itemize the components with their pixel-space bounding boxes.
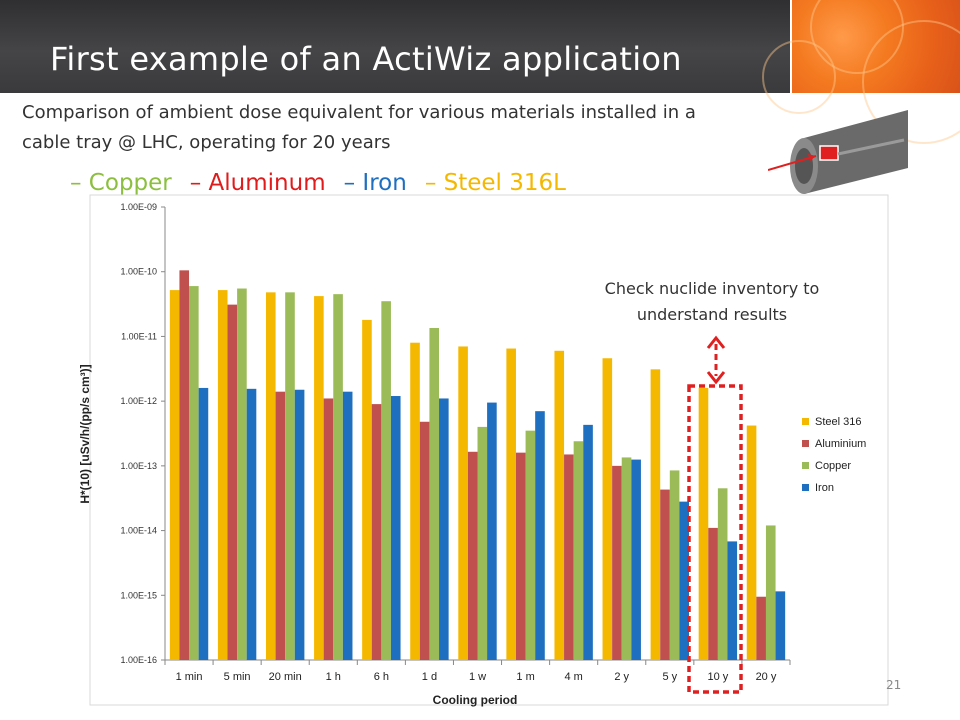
bar-iron bbox=[631, 459, 641, 660]
bar-iron bbox=[679, 501, 690, 660]
bar-aluminium bbox=[564, 454, 574, 660]
bar-iron bbox=[246, 388, 257, 660]
legend-swatch bbox=[802, 484, 809, 491]
bar-copper bbox=[285, 292, 295, 660]
legend-label: Steel 316 bbox=[815, 416, 861, 428]
bar-aluminium bbox=[371, 404, 382, 660]
bar-steel-316 bbox=[169, 290, 180, 660]
bar-copper bbox=[621, 457, 632, 660]
bar-copper bbox=[525, 430, 536, 660]
slide-title: First example of an ActiWiz application bbox=[50, 40, 682, 78]
cable-tray-illustration bbox=[768, 110, 908, 194]
y-axis: 1.00E-16 1.00E-15 1.00E-14 1.00E-13 1.00E-12… bbox=[120, 202, 166, 665]
y-tick-label: 1.00E-10 bbox=[120, 267, 157, 277]
bar-steel-316 bbox=[314, 296, 324, 660]
bar-aluminium bbox=[467, 451, 478, 660]
title-bar: First example of an ActiWiz application bbox=[0, 0, 790, 93]
bar-copper bbox=[381, 301, 391, 660]
x-tick-label: 20 min bbox=[269, 671, 302, 683]
callout-note: Check nuclide inventory to understand re… bbox=[586, 276, 838, 328]
materials-line: – Copper – Aluminum – Iron – Steel 316L bbox=[70, 170, 584, 196]
bar-aluminium bbox=[612, 465, 622, 660]
x-tick-label: 4 m bbox=[564, 671, 582, 683]
legend-swatch bbox=[802, 440, 809, 447]
bar-steel-316 bbox=[746, 425, 757, 660]
bar-copper bbox=[429, 327, 440, 660]
bar-copper bbox=[669, 470, 680, 660]
bar-iron bbox=[727, 541, 738, 660]
bar-iron bbox=[775, 591, 786, 660]
bar-steel-316 bbox=[650, 369, 661, 660]
bar-copper bbox=[765, 525, 776, 660]
bar-iron bbox=[583, 424, 593, 660]
bar-copper bbox=[237, 288, 247, 660]
y-axis-title: H*(10) [uSv/h/(pp/s cm³)] bbox=[78, 364, 92, 503]
bar-aluminium bbox=[323, 398, 334, 660]
material-aluminum: – Aluminum bbox=[189, 170, 326, 196]
bar-steel-316 bbox=[265, 292, 276, 660]
bar-aluminium bbox=[275, 391, 286, 660]
bar-series bbox=[169, 270, 786, 660]
legend-swatch bbox=[802, 462, 809, 469]
bar-steel-316 bbox=[506, 348, 516, 660]
x-tick-label: 5 y bbox=[662, 671, 677, 683]
legend-swatch bbox=[802, 418, 809, 425]
bar-copper bbox=[573, 441, 584, 660]
x-tick-label: 10 y bbox=[707, 671, 728, 683]
bar-steel-316 bbox=[362, 319, 372, 660]
material-iron: – Iron bbox=[343, 170, 407, 196]
legend-label: Copper bbox=[815, 460, 851, 472]
bar-steel-316 bbox=[602, 358, 613, 660]
y-tick-label: 1.00E-12 bbox=[120, 396, 157, 406]
chart-legend: Steel 316 Aluminium Copper Iron bbox=[802, 416, 866, 494]
highlight-marker bbox=[687, 335, 743, 694]
y-tick-label: 1.00E-15 bbox=[120, 590, 157, 600]
bar-iron bbox=[535, 411, 545, 660]
bar-aluminium bbox=[756, 596, 766, 660]
material-steel: – Steel 316L bbox=[424, 170, 566, 196]
x-tick-label: 1 min bbox=[176, 671, 203, 683]
bar-iron bbox=[487, 402, 497, 660]
bar-steel-316 bbox=[458, 346, 468, 660]
bar-iron bbox=[342, 391, 353, 660]
x-tick-label: 5 min bbox=[224, 671, 251, 683]
bar-copper bbox=[717, 488, 728, 660]
y-tick-label: 1.00E-16 bbox=[120, 655, 157, 665]
material-copper: – Copper bbox=[70, 170, 172, 196]
x-tick-label: 2 y bbox=[614, 671, 629, 683]
bar-steel-316 bbox=[698, 387, 709, 660]
bar-iron bbox=[390, 396, 401, 660]
bar-aluminium bbox=[515, 452, 526, 660]
bar-copper bbox=[189, 286, 199, 660]
y-tick-label: 1.00E-09 bbox=[120, 202, 157, 212]
legend-label: Aluminium bbox=[815, 438, 866, 450]
bar-iron bbox=[198, 387, 209, 660]
bar-iron bbox=[294, 389, 305, 660]
x-axis-title: Cooling period bbox=[433, 693, 518, 707]
page-number: 21 bbox=[886, 678, 902, 692]
bar-copper bbox=[333, 294, 343, 660]
bar-copper bbox=[477, 426, 488, 660]
bar-iron bbox=[439, 398, 449, 660]
bar-steel-316 bbox=[410, 342, 420, 660]
bar-aluminium bbox=[179, 270, 190, 660]
bar-aluminium bbox=[227, 304, 238, 660]
x-tick-label: 6 h bbox=[374, 671, 389, 683]
x-tick-label: 1 m bbox=[516, 671, 534, 683]
x-tick-label: 1 d bbox=[422, 671, 437, 683]
bar-aluminium bbox=[660, 489, 670, 660]
bar-aluminium bbox=[708, 527, 718, 660]
bar-aluminium bbox=[419, 421, 430, 660]
y-tick-label: 1.00E-14 bbox=[120, 526, 157, 536]
x-tick-label: 1 w bbox=[469, 671, 486, 683]
slide-subtitle: Comparison of ambient dose equivalent fo… bbox=[22, 102, 696, 153]
y-tick-label: 1.00E-13 bbox=[120, 461, 157, 471]
y-tick-label: 1.00E-11 bbox=[121, 331, 157, 341]
bar-steel-316 bbox=[554, 350, 565, 660]
x-tick-label: 20 y bbox=[756, 671, 777, 683]
bar-steel-316 bbox=[217, 290, 228, 660]
legend-label: Iron bbox=[815, 482, 834, 494]
x-tick-label: 1 h bbox=[326, 671, 341, 683]
